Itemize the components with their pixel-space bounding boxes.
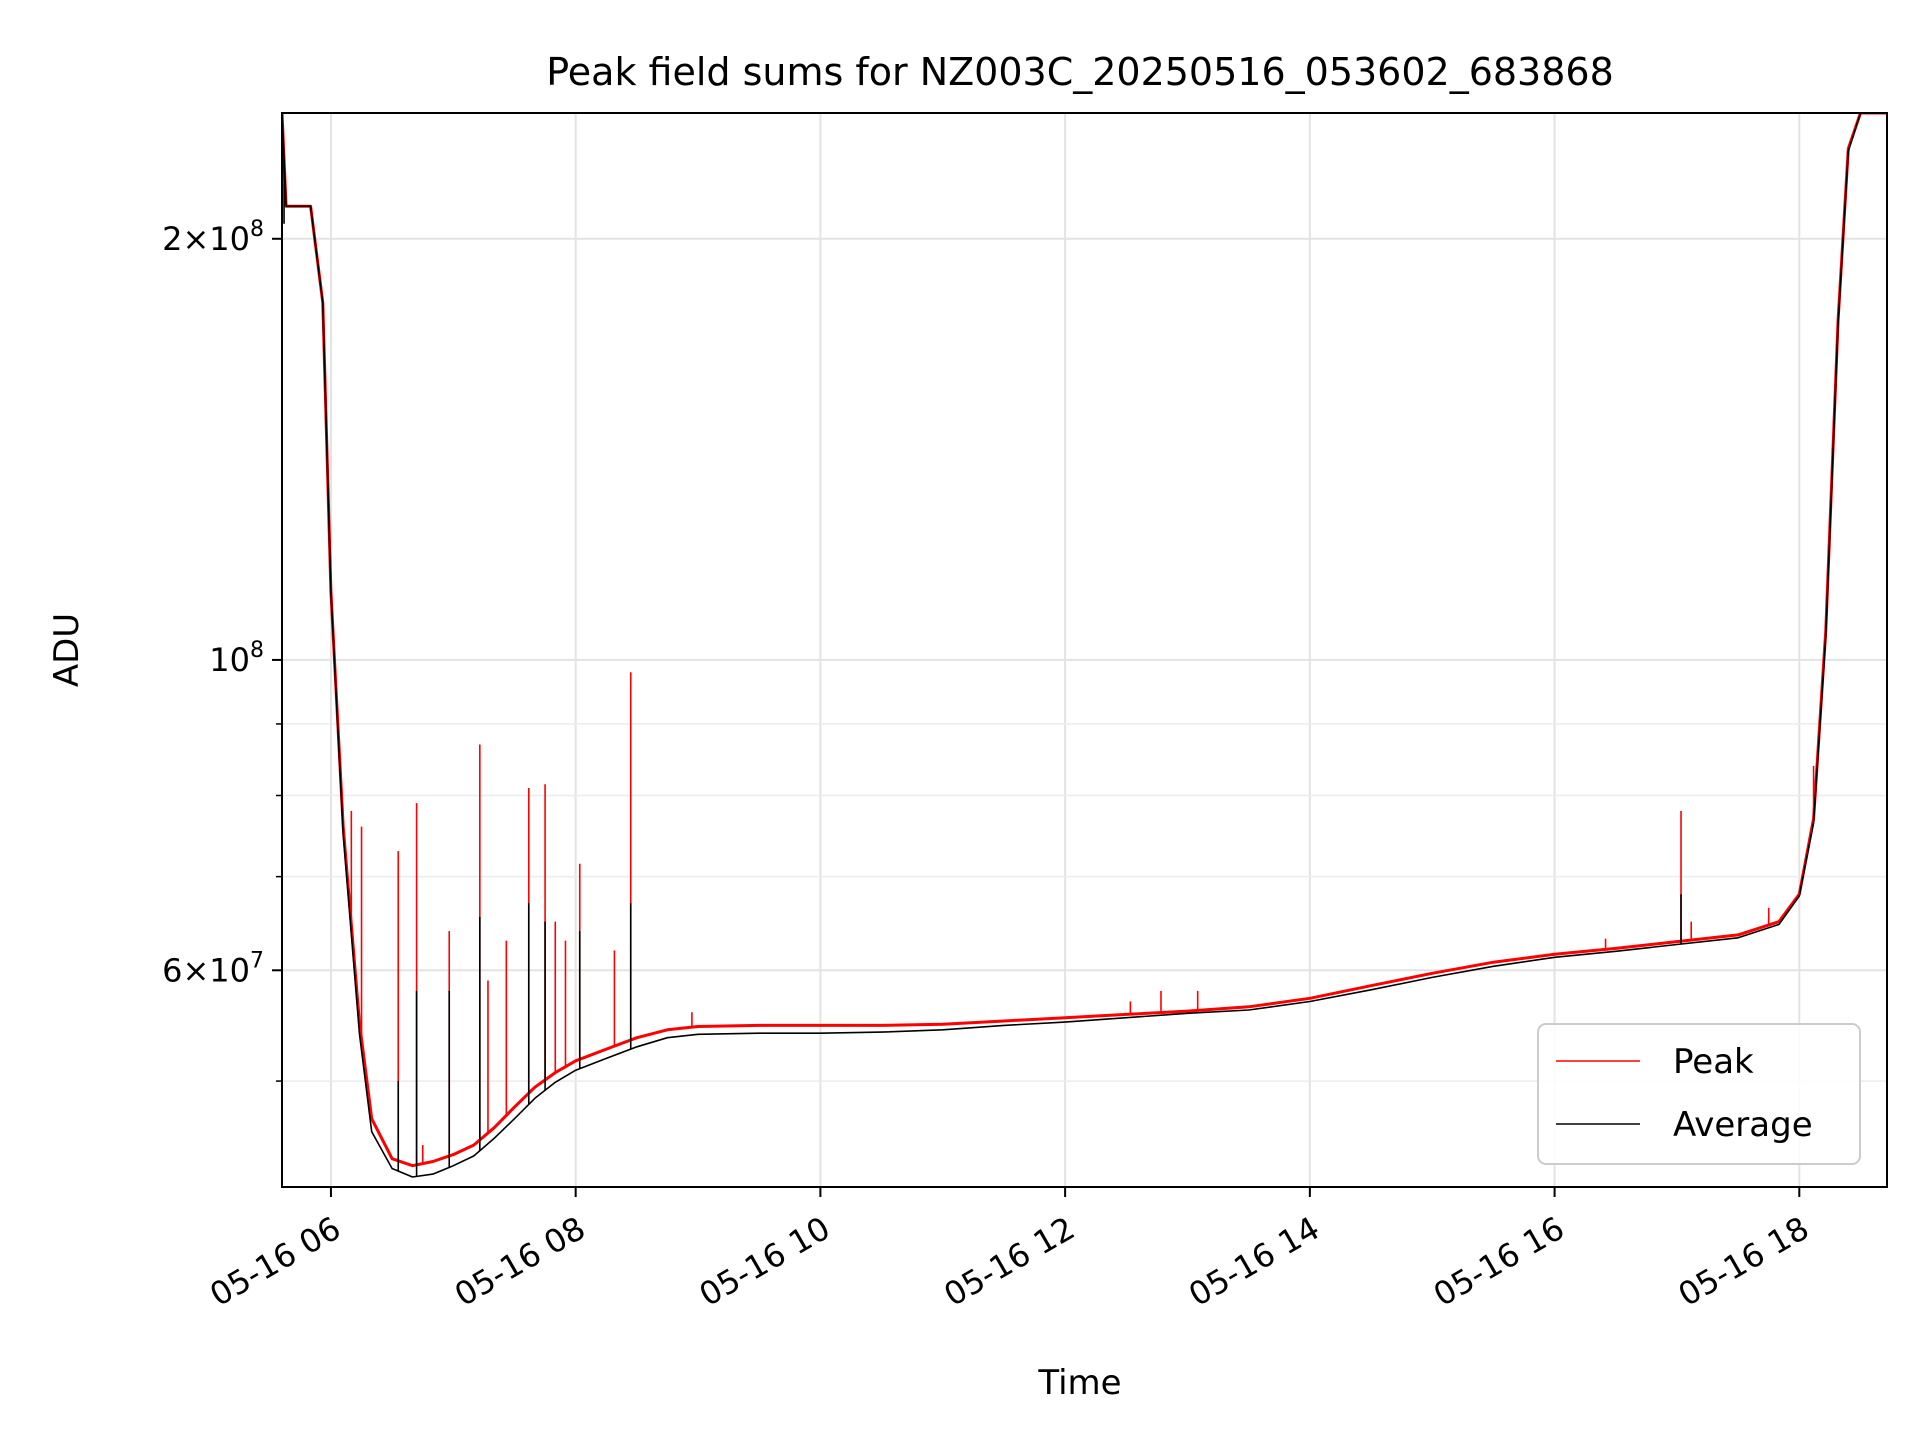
x-tick-label: 05-16 16 bbox=[1427, 1209, 1571, 1314]
legend-label-peak: Peak bbox=[1673, 1042, 1754, 1082]
y-tick-label: 108 bbox=[209, 638, 264, 679]
series-line-peak bbox=[282, 113, 1887, 1168]
x-tick-label: 05-16 14 bbox=[1182, 1209, 1326, 1314]
x-tick-label: 05-16 18 bbox=[1672, 1209, 1816, 1314]
y-tick-label: 6×107 bbox=[162, 948, 264, 989]
x-axis-label: Time bbox=[1037, 1363, 1121, 1403]
x-tick-label: 05-16 10 bbox=[693, 1209, 837, 1314]
series-layer bbox=[282, 113, 1887, 1178]
legend: Peak Average bbox=[1537, 1023, 1861, 1165]
y-axis-label: ADU bbox=[47, 613, 87, 687]
legend-label-average: Average bbox=[1673, 1105, 1813, 1145]
plot-frame bbox=[281, 112, 1888, 1188]
series-line-average bbox=[282, 113, 1887, 1178]
x-tick-label: 05-16 06 bbox=[203, 1209, 347, 1314]
chart-title: Peak field sums for NZ003C_20250516_0536… bbox=[546, 50, 1614, 94]
x-tick-label: 05-16 12 bbox=[938, 1209, 1082, 1314]
x-tick-label: 05-16 08 bbox=[448, 1209, 592, 1314]
grid bbox=[282, 113, 1887, 1187]
legend-box bbox=[1537, 1023, 1861, 1165]
y-tick-label: 2×108 bbox=[162, 217, 264, 258]
